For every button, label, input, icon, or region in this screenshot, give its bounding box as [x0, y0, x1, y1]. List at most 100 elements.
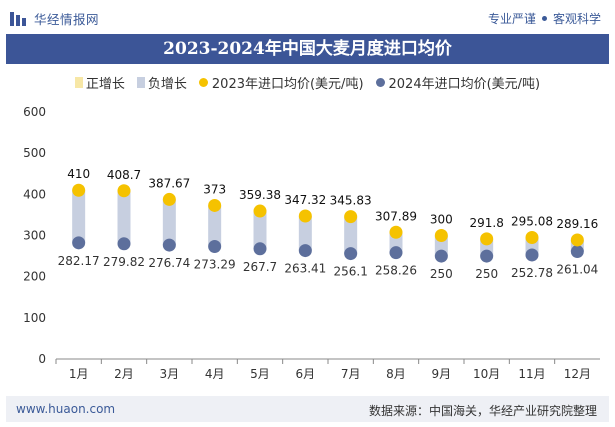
data-label-2023: 295.08	[511, 215, 553, 229]
data-label-2023: 291.8	[469, 216, 503, 230]
data-label-2024: 261.04	[556, 263, 598, 277]
data-label-2024: 256.1	[333, 265, 367, 279]
x-tick-label: 7月	[341, 367, 361, 381]
data-label-2023: 359.38	[239, 188, 281, 202]
negative-growth-bar	[298, 216, 312, 251]
point-2023	[480, 232, 494, 246]
point-2023	[208, 198, 222, 212]
legend-item-positive: 正增长	[74, 73, 125, 92]
negative-growth-bar	[162, 199, 176, 246]
point-2023	[344, 210, 358, 224]
data-label-2023: 289.16	[556, 217, 598, 231]
tagline-right: 客观科学	[552, 12, 601, 26]
legend-dot-2024	[375, 77, 385, 87]
x-tick-label: 9月	[432, 367, 452, 381]
data-label-2023: 373	[203, 182, 226, 196]
y-tick-label: 600	[23, 105, 46, 119]
negative-growth-bar	[253, 211, 267, 249]
top-bar: 华经情报网 专业严谨 客观科学	[0, 0, 615, 34]
negative-growth-bar	[344, 216, 358, 254]
legend-item-2024: 2024年进口均价(美元/吨)	[375, 73, 541, 92]
negative-growth-bar	[72, 190, 86, 243]
tagline: 专业严谨 客观科学	[488, 10, 601, 27]
x-tick-label: 11月	[518, 367, 545, 381]
footer-website: www.huaon.com	[16, 402, 116, 416]
negative-growth-bar	[117, 190, 131, 244]
data-label-2024: 276.74	[148, 256, 190, 270]
x-tick-label: 5月	[250, 367, 270, 381]
point-2024	[298, 244, 312, 258]
data-label-2023: 387.67	[148, 176, 190, 190]
footer-source: 数据来源：中国海关，华经产业研究院整理	[368, 404, 597, 418]
point-2024	[162, 238, 176, 252]
y-tick-label: 200	[23, 270, 46, 284]
footer: www.huaon.com 数据来源：中国海关，华经产业研究院整理	[6, 396, 609, 422]
chart-title: 2023-2024年中国大麦月度进口均价	[163, 39, 452, 59]
point-2023	[434, 229, 448, 242]
point-2024	[434, 249, 448, 263]
x-tick-label: 3月	[160, 367, 180, 381]
point-2023	[162, 192, 176, 206]
data-label-2024: 258.26	[375, 264, 417, 278]
y-tick-label: 0	[38, 352, 46, 366]
point-2023	[389, 225, 403, 239]
data-label-2024: 250	[475, 267, 498, 281]
point-2024	[389, 246, 403, 260]
x-tick-label: 4月	[205, 367, 225, 381]
data-label-2024: 252.78	[511, 266, 553, 280]
legend-swatch-negative	[136, 76, 145, 88]
x-tick-label: 12月	[564, 367, 591, 381]
tagline-separator-dot	[541, 16, 547, 21]
point-2024	[525, 248, 539, 262]
tagline-left: 专业严谨	[487, 12, 536, 26]
logo-icon	[10, 11, 26, 26]
point-2023	[253, 204, 267, 218]
negative-growth-bar	[208, 205, 222, 247]
data-label-2024: 267.7	[243, 260, 277, 274]
point-2023	[298, 209, 312, 223]
title-bar: 2023-2024年中国大麦月度进口均价	[6, 34, 609, 64]
point-2023	[117, 184, 131, 198]
legend-swatch-positive	[74, 76, 83, 88]
data-label-2024: 279.82	[103, 255, 145, 269]
legend-label-negative: 负增长	[147, 76, 187, 92]
data-label-2024: 273.29	[194, 257, 236, 271]
data-label-2023: 307.89	[375, 209, 417, 223]
data-label-2023: 408.7	[107, 168, 141, 182]
y-tick-label: 400	[23, 187, 46, 201]
x-tick-label: 6月	[296, 367, 316, 381]
data-label-2023: 345.83	[330, 194, 372, 208]
point-2024	[208, 239, 222, 253]
legend: 正增长 负增长 2023年进口均价(美元/吨) 2024年进口均价(美元/吨)	[0, 72, 615, 92]
legend-dot-2023	[198, 77, 208, 87]
brand: 华经情报网	[10, 9, 99, 28]
x-tick-label: 10月	[473, 367, 500, 381]
y-tick-label: 500	[23, 146, 46, 160]
y-tick-label: 300	[23, 229, 46, 243]
point-2024	[480, 249, 494, 263]
point-2024	[570, 245, 584, 259]
chart-plot: 0 100 200 300 400 500 600 1月 2月 3月 4月 5月 6月 7月 8月 9月 10月…	[23, 105, 600, 381]
legend-item-negative: 负增长	[136, 73, 187, 92]
legend-item-2023: 2023年进口均价(美元/吨)	[198, 73, 364, 92]
y-tick-label: 100	[23, 311, 46, 325]
point-2024	[117, 237, 131, 251]
brand-name: 华经情报网	[34, 12, 100, 27]
legend-label-2023: 2023年进口均价(美元/吨)	[211, 76, 364, 92]
x-tick-label: 1月	[69, 367, 89, 381]
data-label-2024: 263.41	[284, 262, 326, 276]
data-label-2024: 250	[430, 267, 453, 281]
point-2024	[72, 236, 86, 250]
data-label-2023: 347.32	[284, 193, 326, 207]
data-label-2024: 282.17	[58, 254, 100, 268]
point-2023	[570, 233, 584, 247]
x-tick-label: 8月	[386, 367, 406, 381]
point-2023	[525, 231, 539, 245]
point-2023	[72, 183, 86, 197]
data-label-2023: 300	[430, 213, 453, 227]
point-2024	[344, 247, 358, 261]
legend-label-positive: 正增长	[85, 76, 125, 92]
point-2024	[253, 242, 267, 256]
legend-label-2024: 2024年进口均价(美元/吨)	[388, 76, 541, 92]
